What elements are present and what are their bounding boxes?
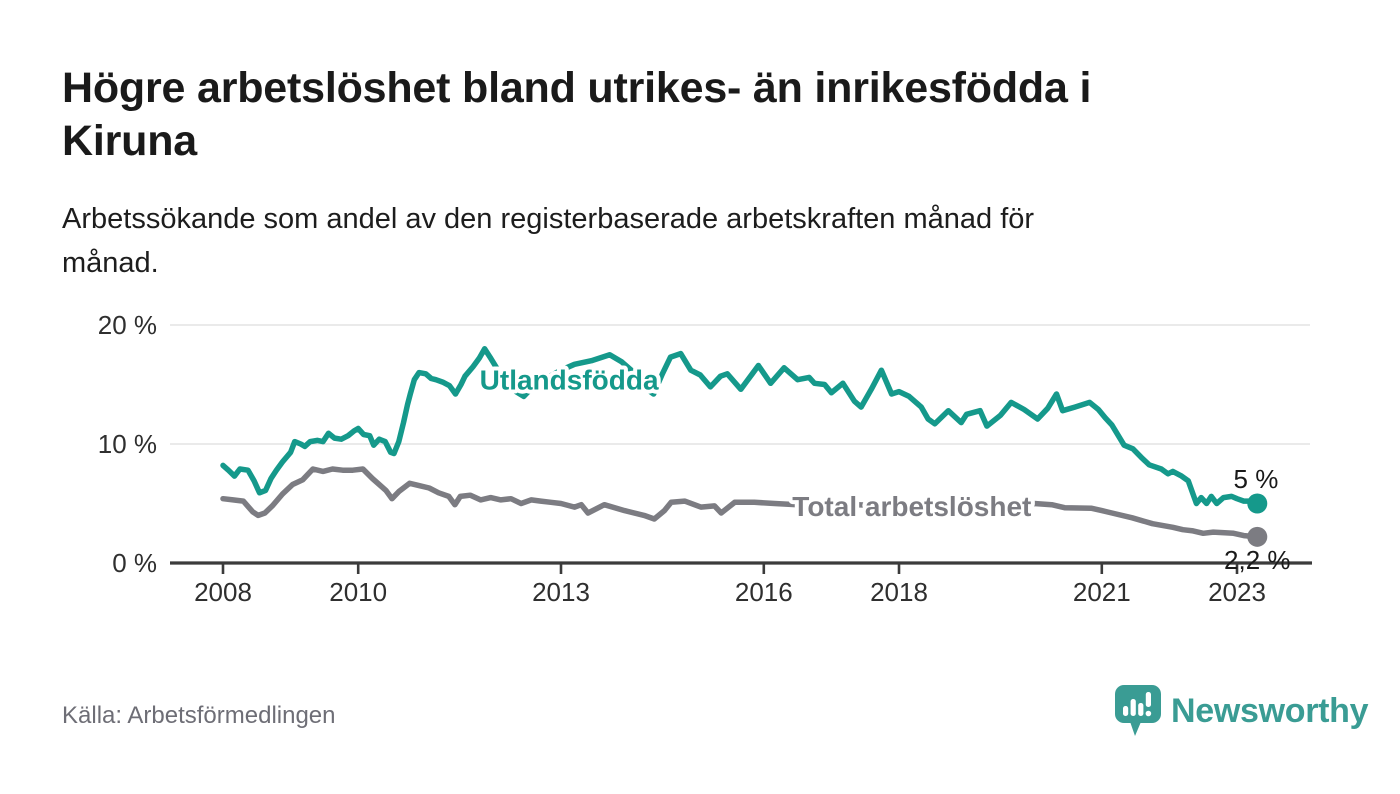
series-label-total: Total arbetslöshet [792, 491, 1031, 522]
page-subtitle-line-2: månad. [62, 247, 159, 279]
x-axis-tick-label: 2010 [329, 577, 387, 607]
series-line-utlandsfodda [220, 346, 1261, 507]
y-axis-tick-label: 10 % [98, 429, 157, 459]
end-value-label-total: 2,2 % [1224, 545, 1291, 575]
x-axis-tick-label: 2021 [1073, 577, 1131, 607]
page-title-line-1: Högre arbetslöshet bland utrikes- än inr… [62, 64, 1092, 112]
source-note: Källa: Arbetsförmedlingen [62, 702, 336, 729]
newsworthy-logo: Newsworthy [1114, 684, 1369, 738]
page-subtitle-line-1: Arbetssökande som andel av den registerb… [62, 203, 1035, 235]
y-axis-tick-label: 0 % [112, 548, 157, 578]
newsworthy-wordmark: Newsworthy [1171, 691, 1369, 730]
x-axis-tick-label: 2008 [194, 577, 252, 607]
page-title: Högre arbetslöshet bland utrikes- än inr… [62, 62, 1362, 168]
x-axis-tick-label: 2016 [735, 577, 793, 607]
series-line-total [220, 466, 1261, 540]
y-axis-tick-label: 20 % [98, 310, 157, 340]
series-end-dot-utlandsfodda [1247, 493, 1268, 514]
page-title-line-2: Kiruna [62, 117, 197, 165]
series-label-utlandsfodda: Utlandsfödda [480, 364, 659, 395]
x-axis-tick-label: 2018 [870, 577, 928, 607]
series-end-dot-total [1247, 526, 1268, 547]
end-value-label-utlandsfodda: 5 % [1234, 464, 1279, 494]
page-subtitle: Arbetssökande som andel av den registerb… [62, 197, 1362, 285]
x-axis-tick-label: 2023 [1208, 577, 1266, 607]
newsworthy-speech-bubble-bar-chart-icon [1115, 685, 1161, 736]
x-axis-tick-label: 2013 [532, 577, 590, 607]
